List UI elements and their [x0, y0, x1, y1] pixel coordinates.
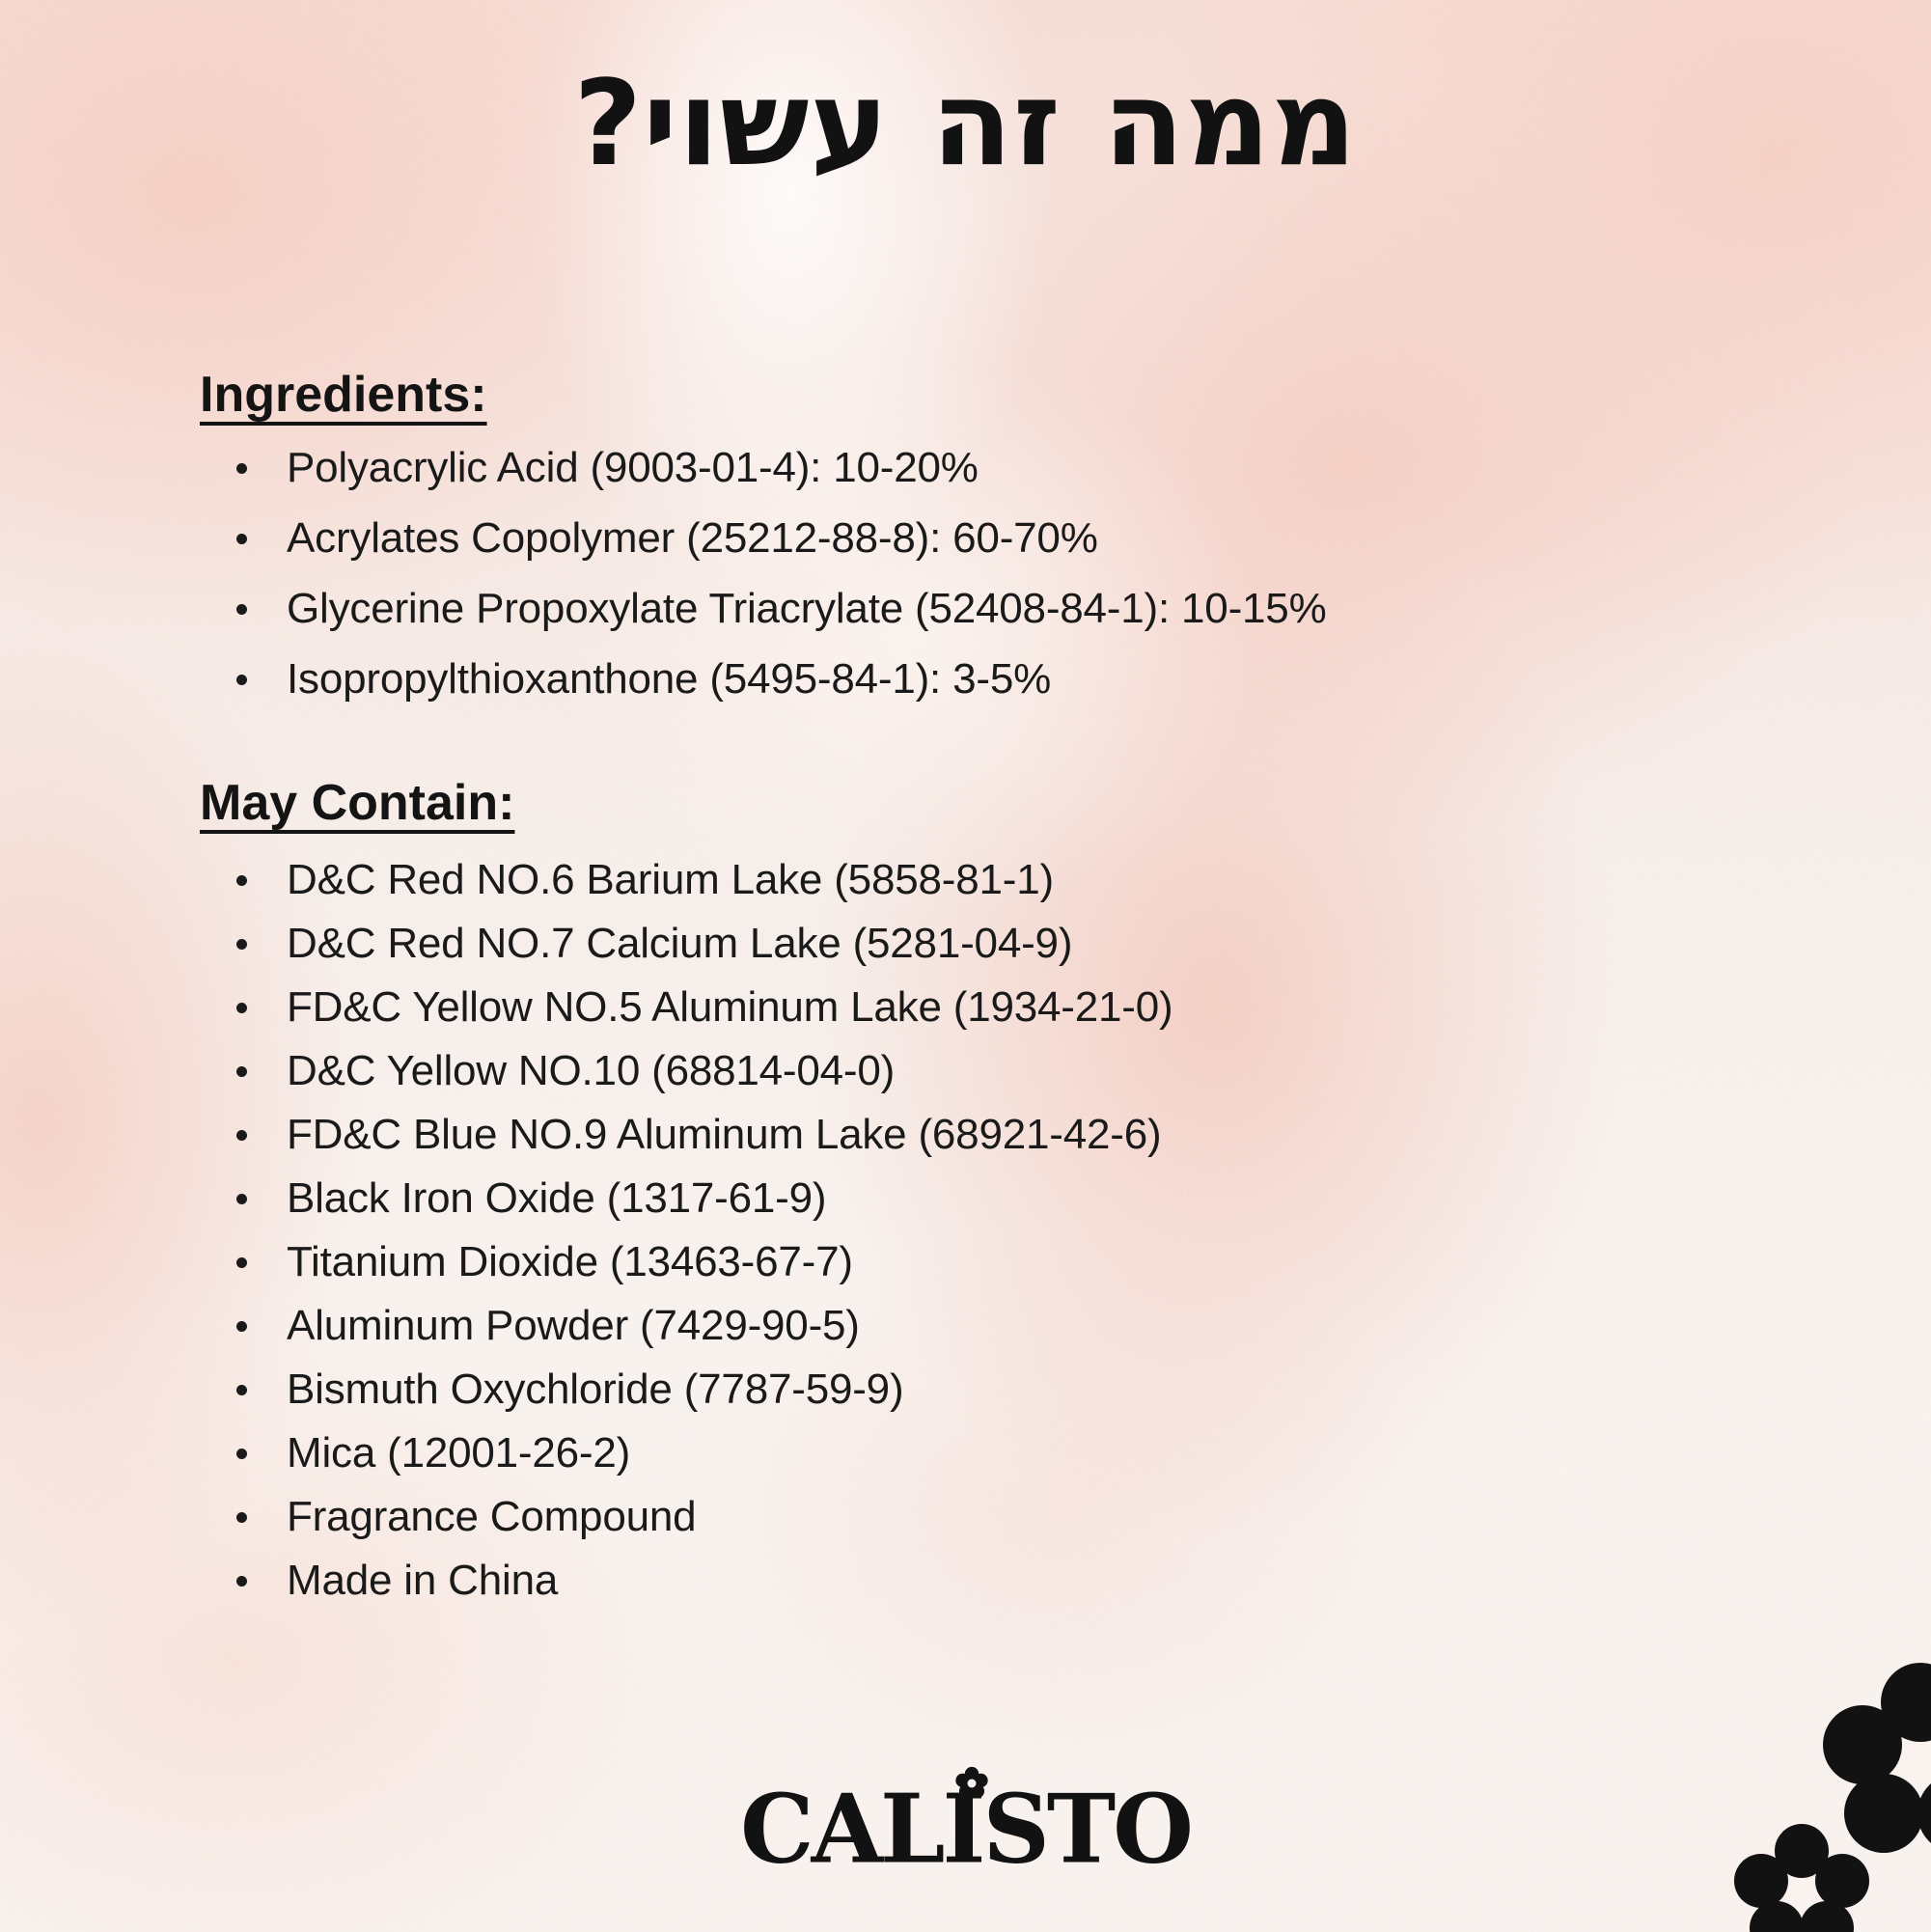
may-contain-text: D&C Yellow NO.10 (68814-04-0) [287, 1047, 896, 1095]
ingredient-list-item: Acrylates Copolymer (25212-88-8): 60-70% [200, 503, 1327, 573]
brand-logo: CALISTO [0, 1766, 1931, 1886]
may-contain-heading: May Contain: [200, 775, 515, 831]
may-contain-text: Fragrance Compound [287, 1493, 697, 1541]
may-contain-text: FD&C Blue NO.9 Aluminum Lake (68921-42-6… [287, 1111, 1162, 1159]
ingredient-text: Glycerine Propoxylate Triacrylate (52408… [287, 585, 1327, 633]
may-contain-list-item: D&C Red NO.7 Calcium Lake (5281-04-9) [200, 912, 1172, 976]
may-contain-text: Black Iron Oxide (1317-61-9) [287, 1174, 827, 1223]
may-contain-list-item: D&C Yellow NO.10 (68814-04-0) [200, 1039, 1172, 1103]
may-contain-text: Aluminum Powder (7429-90-5) [287, 1302, 860, 1350]
may-contain-list-item: Titanium Dioxide (13463-67-7) [200, 1230, 1172, 1294]
ingredient-text: Polyacrylic Acid (9003-01-4): 10-20% [287, 444, 979, 492]
flower-icon [954, 1766, 988, 1799]
ingredient-text: Acrylates Copolymer (25212-88-8): 60-70% [287, 514, 1098, 563]
ingredients-list: Polyacrylic Acid (9003-01-4): 10-20% Acr… [200, 432, 1327, 714]
may-contain-list-item: FD&C Yellow NO.5 Aluminum Lake (1934-21-… [200, 976, 1173, 1039]
ingredients-heading: Ingredients: [200, 367, 487, 423]
may-contain-list-item: FD&C Blue NO.9 Aluminum Lake (68921-42-6… [200, 1103, 1172, 1167]
brand-logo-text: CALISTO [740, 1773, 1194, 1886]
large-flower-icon [1823, 1663, 1931, 1853]
may-contain-text: Made in China [287, 1557, 559, 1605]
may-contain-list-item: Aluminum Powder (7429-90-5) [200, 1294, 1172, 1358]
may-contain-list-item: Mica (12001-26-2) [200, 1421, 1172, 1485]
ingredient-list-item: Isopropylthioxanthone (5495-84-1): 3-5% [200, 644, 1327, 714]
may-contain-text: FD&C Yellow NO.5 Aluminum Lake (1934-21-… [287, 983, 1173, 1032]
may-contain-list-item: Made in China [200, 1549, 1172, 1613]
may-contain-list: D&C Red NO.6 Barium Lake (5858-81-1) D&C… [200, 848, 1173, 1613]
may-contain-list-item: Black Iron Oxide (1317-61-9) [200, 1167, 1172, 1230]
may-contain-text: D&C Red NO.6 Barium Lake (5858-81-1) [287, 856, 1054, 904]
may-contain-section: May Contain: D&C Red NO.6 Barium Lake (5… [200, 773, 1173, 1613]
ingredients-section: Ingredients: Polyacrylic Acid (9003-01-4… [200, 365, 1327, 714]
ingredient-list-item: Polyacrylic Acid (9003-01-4): 10-20% [200, 432, 1327, 503]
page-title: ממה זה עשוי? [573, 55, 1358, 192]
may-contain-text: Bismuth Oxychloride (7787-59-9) [287, 1366, 904, 1414]
may-contain-list-item: D&C Red NO.6 Barium Lake (5858-81-1) [200, 848, 1172, 912]
ingredient-text: Isopropylthioxanthone (5495-84-1): 3-5% [287, 655, 1052, 704]
may-contain-text: Mica (12001-26-2) [287, 1429, 631, 1477]
may-contain-text: Titanium Dioxide (13463-67-7) [287, 1238, 853, 1286]
may-contain-text: D&C Red NO.7 Calcium Lake (5281-04-9) [287, 920, 1073, 968]
small-flower-icon [1734, 1824, 1869, 1932]
may-contain-list-item: Fragrance Compound [200, 1485, 1172, 1549]
corner-flowers-decoration [1734, 1663, 1931, 1932]
ingredient-list-item: Glycerine Propoxylate Triacrylate (52408… [200, 573, 1327, 644]
may-contain-list-item: Bismuth Oxychloride (7787-59-9) [200, 1358, 1172, 1421]
